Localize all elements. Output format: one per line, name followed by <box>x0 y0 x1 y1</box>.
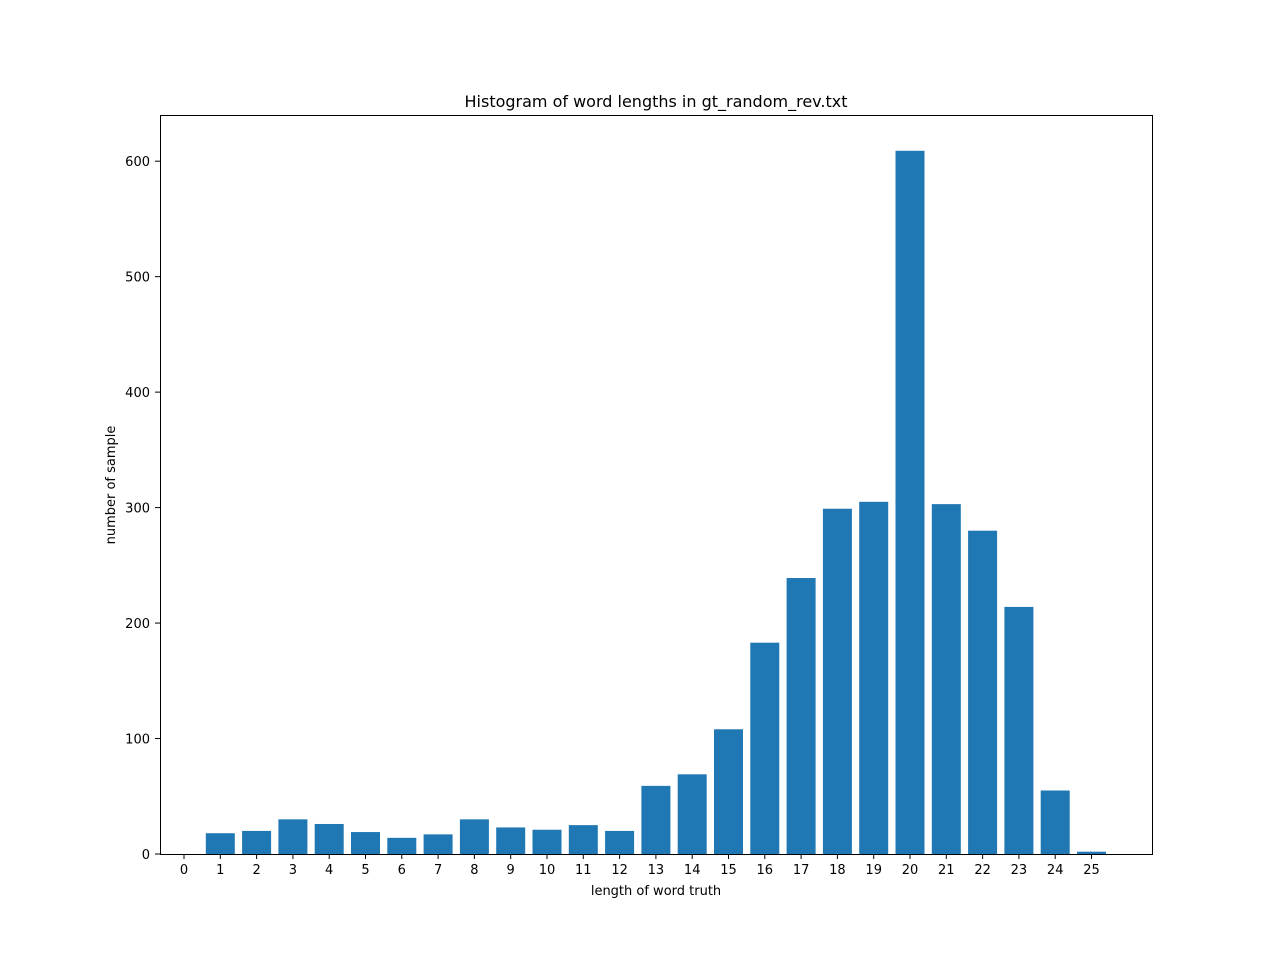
x-tick-label: 7 <box>434 863 442 878</box>
bar-25 <box>1077 851 1106 854</box>
bar-4 <box>314 823 344 854</box>
x-tick-label: 14 <box>684 863 701 878</box>
x-tick-label: 2 <box>252 863 260 878</box>
x-tick-label: 4 <box>325 863 333 878</box>
x-tick-label: 11 <box>575 863 592 878</box>
x-tick-label: 24 <box>1047 863 1064 878</box>
y-tick-label: 200 <box>125 617 150 632</box>
x-tick-label: 19 <box>865 863 882 878</box>
bar-23 <box>1004 606 1034 854</box>
x-tick-label: 15 <box>720 863 737 878</box>
x-tick-label: 0 <box>180 863 188 878</box>
bar-9 <box>496 827 526 854</box>
bar-14 <box>677 774 707 854</box>
bar-17 <box>786 578 816 854</box>
bar-24 <box>1040 790 1070 854</box>
bar-2 <box>242 830 272 854</box>
x-tick-label: 22 <box>974 863 991 878</box>
x-tick-label: 5 <box>361 863 369 878</box>
bar-6 <box>387 837 417 854</box>
plot-frame <box>160 115 1153 855</box>
bar-12 <box>605 830 635 854</box>
bar-20 <box>895 150 925 855</box>
y-axis-ticks: 0 100 200 300 400 500 600 <box>125 155 160 863</box>
bar-15 <box>714 729 743 854</box>
x-tick-label: 12 <box>611 863 628 878</box>
y-tick-label: 0 <box>142 848 150 863</box>
bar-8 <box>459 819 489 854</box>
x-tick-label: 16 <box>757 863 774 878</box>
y-tick-label: 400 <box>125 386 150 401</box>
bar-11 <box>568 825 598 854</box>
x-tick-label: 6 <box>398 863 406 878</box>
x-tick-label: 21 <box>938 863 955 878</box>
x-tick-label: 10 <box>539 863 556 878</box>
x-tick-label: 9 <box>507 863 515 878</box>
x-tick-label: 20 <box>902 863 919 878</box>
x-tick-label: 18 <box>829 863 846 878</box>
bar-3 <box>278 819 308 854</box>
y-tick-label: 100 <box>125 733 150 748</box>
bar-16 <box>750 642 780 854</box>
y-tick-label: 500 <box>125 271 150 286</box>
x-axis-ticks: 0 1 2 3 4 5 6 7 8 9 10 11 12 13 14 15 16 17 18 19 20 21 22 23 24… <box>180 854 1100 878</box>
x-tick-label: 13 <box>648 863 665 878</box>
bars-group <box>205 150 1106 855</box>
y-tick-label: 300 <box>125 502 150 517</box>
bar-18 <box>822 508 852 854</box>
x-tick-label: 25 <box>1083 863 1100 878</box>
chart-title: Histogram of word lengths in gt_random_r… <box>465 92 848 112</box>
bar-1 <box>205 833 235 854</box>
x-tick-label: 17 <box>793 863 810 878</box>
bar-21 <box>931 504 961 854</box>
bar-7 <box>423 834 453 854</box>
y-axis-label: number of sample <box>104 426 119 545</box>
x-tick-label: 23 <box>1011 863 1028 878</box>
bar-10 <box>532 829 562 854</box>
x-tick-label: 1 <box>216 863 224 878</box>
bar-5 <box>351 832 380 854</box>
bar-13 <box>641 785 671 854</box>
y-tick-label: 600 <box>125 155 150 170</box>
x-axis-label: length of word truth <box>591 884 721 899</box>
bar-19 <box>859 501 889 854</box>
x-tick-label: 8 <box>470 863 478 878</box>
bar-22 <box>968 530 998 854</box>
x-tick-label: 3 <box>289 863 297 878</box>
